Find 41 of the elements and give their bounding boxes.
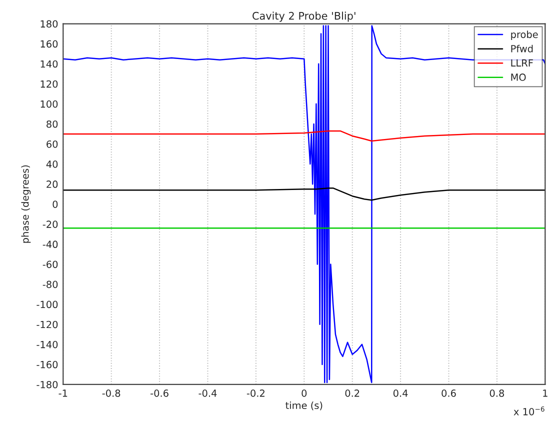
y-tick-label: 80 [46,120,58,128]
y-tick-label: -80 [42,280,58,288]
x-tick-label: 1 [543,390,548,397]
y-tick-label: 40 [46,160,58,168]
chart-title: Cavity 2 Probe 'Blip' [252,12,356,22]
y-tick-label: 180 [40,20,58,28]
x-tick-label: 0.2 [345,390,360,397]
x-tick-label: 0.6 [442,390,456,397]
y-tick-label: -120 [36,320,58,328]
y-tick-label: 60 [46,140,58,148]
x-tick-label: 0.4 [393,390,408,397]
x-tick-label: -0.8 [102,390,120,397]
y-tick-label: 20 [46,180,58,188]
y-axis-title: phase (degrees) [21,165,31,243]
x-axis-title: time (s) [286,402,322,410]
y-tick-label: -100 [36,300,58,308]
legend-label: probe [511,30,538,40]
legend-label: MO [511,74,526,81]
legend-label: Pfwd [511,44,533,52]
y-tick-label: 0 [52,200,58,208]
line-series [63,187,546,201]
y-tick-label: 140 [40,60,58,68]
y-tick-label: 120 [40,80,58,88]
y-tick-label: -180 [36,380,58,388]
y-tick-label: 160 [40,40,58,48]
line-series [63,25,546,384]
line-series [63,130,546,142]
y-tick-label: -140 [36,340,58,348]
x-tick-label: -0.4 [198,390,217,397]
x-tick-label: 0.8 [490,390,504,397]
x-tick-label: -0.6 [150,390,168,397]
y-tick-label: -160 [36,360,58,368]
y-tick-label: 100 [40,100,58,108]
y-tick-label: -60 [42,260,58,268]
y-tick-label: -20 [42,220,58,228]
legend-label: LLRF [511,59,533,66]
x-tick-label: 0 [302,390,307,397]
x-tick-label: -1 [58,390,68,397]
text: x 10$^{−6}$ [514,406,544,416]
x-tick-label: -0.2 [246,390,264,397]
y-tick-label: -40 [42,240,58,248]
